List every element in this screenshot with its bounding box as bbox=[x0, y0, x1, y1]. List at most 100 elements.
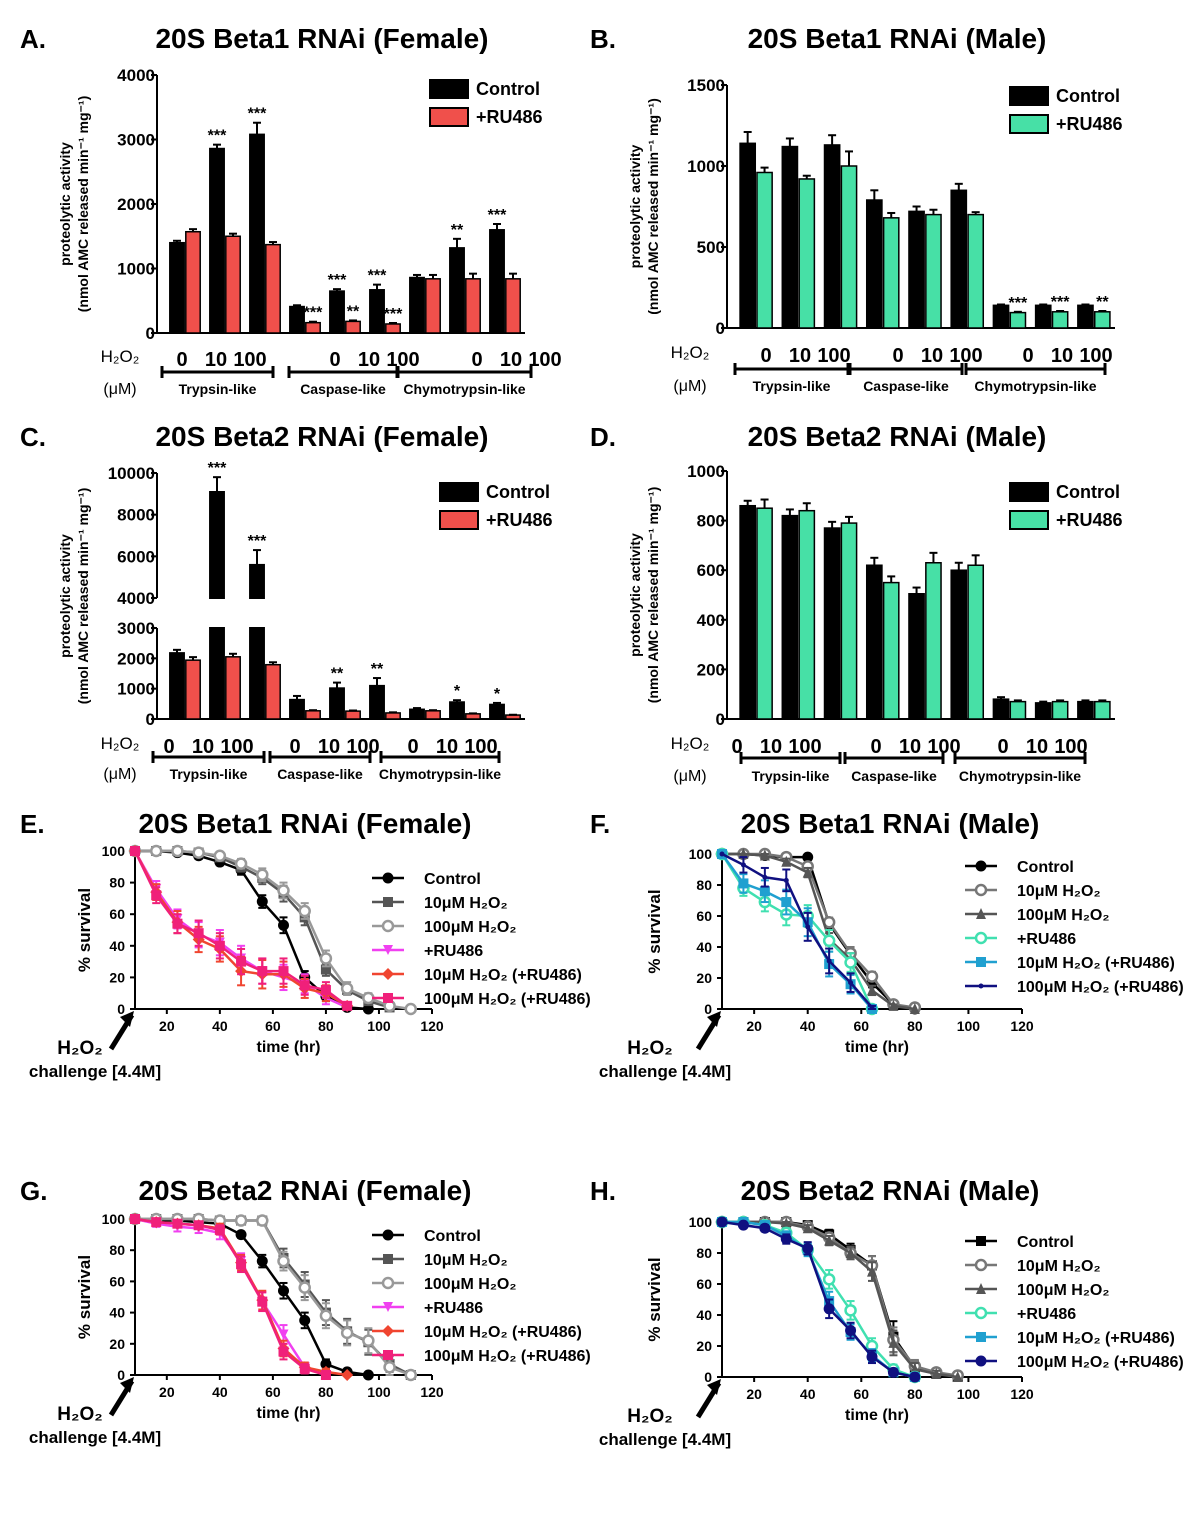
bar-control bbox=[369, 289, 385, 334]
dose-label: 100 bbox=[464, 736, 497, 758]
data-point bbox=[802, 1242, 814, 1254]
y-axis-label: % survival bbox=[645, 889, 664, 973]
y-tick-label: 60 bbox=[109, 906, 125, 922]
x-tick-label: 40 bbox=[212, 1384, 228, 1400]
y-tick-label: 0 bbox=[117, 1367, 125, 1383]
data-point bbox=[759, 849, 770, 861]
bar-control bbox=[369, 684, 385, 720]
data-point bbox=[740, 862, 746, 868]
y-axis-label: proteolytic activity bbox=[57, 534, 73, 658]
y-tick-label: 0 bbox=[716, 710, 725, 729]
bar-ru486 bbox=[1093, 311, 1111, 329]
chart-title: 20S Beta1 RNAi (Male) bbox=[748, 23, 1047, 54]
data-point bbox=[171, 844, 184, 858]
data-point bbox=[759, 1222, 771, 1234]
dose-label: 100 bbox=[528, 349, 561, 371]
bar-control bbox=[249, 133, 265, 334]
dose-label: 10 bbox=[205, 349, 227, 371]
dose-label: 10 bbox=[1026, 736, 1048, 758]
y-tick-label: 20 bbox=[109, 1336, 125, 1352]
series-0 bbox=[129, 1213, 374, 1381]
data-point bbox=[844, 956, 857, 969]
y-axis-label-units: (nmol AMC released min⁻¹ mg⁻¹) bbox=[645, 98, 661, 315]
data-point bbox=[214, 1224, 225, 1235]
legend-label: +RU486 bbox=[486, 510, 553, 530]
bar-control bbox=[865, 199, 883, 329]
dose-label: 0 bbox=[760, 345, 771, 367]
data-point bbox=[780, 1233, 792, 1245]
data-point bbox=[823, 1303, 835, 1315]
challenge-label-2: challenge [4.4M] bbox=[29, 1062, 161, 1081]
data-point bbox=[738, 878, 749, 889]
y-tick-label: 3000 bbox=[117, 619, 155, 638]
y-tick-label: 400 bbox=[697, 611, 725, 630]
data-point bbox=[909, 1003, 920, 1014]
dose-label: 100 bbox=[386, 349, 419, 371]
y-tick-label: 0 bbox=[146, 710, 155, 729]
bar-ru486 bbox=[385, 323, 401, 334]
bar-control bbox=[1077, 304, 1094, 329]
bar-ru486 bbox=[1009, 311, 1027, 329]
data-point bbox=[737, 1219, 749, 1231]
y-tick-label: 1000 bbox=[117, 260, 155, 279]
panel-letter: E. bbox=[20, 809, 45, 839]
legend-swatch bbox=[439, 482, 479, 502]
data-point bbox=[759, 886, 770, 897]
data-point bbox=[783, 877, 789, 883]
x-tick-label: 60 bbox=[853, 1386, 869, 1402]
data-point bbox=[193, 928, 204, 939]
data-point bbox=[845, 1325, 857, 1336]
y-tick-label: 80 bbox=[696, 1245, 712, 1261]
data-point bbox=[802, 1222, 813, 1234]
data-point bbox=[888, 1336, 899, 1348]
data-point bbox=[383, 1360, 396, 1374]
bar-ru486 bbox=[265, 243, 281, 334]
bar-control bbox=[1077, 700, 1094, 720]
bar-ru486 bbox=[925, 562, 942, 720]
survival-panel-f: F. 20S Beta1 RNAi (Male) 0 20 40 60 80 100 20 40 6… bbox=[590, 808, 1184, 1081]
data-point bbox=[974, 883, 988, 897]
x-tick-label: 20 bbox=[159, 1384, 175, 1400]
legend-label: 100μM H₂O₂ (+RU486) bbox=[1017, 1354, 1184, 1371]
challenge-label: H₂O₂ bbox=[57, 1038, 102, 1059]
data-point bbox=[299, 1314, 311, 1326]
legend-label: +RU486 bbox=[476, 107, 543, 127]
legend-swatch bbox=[1009, 510, 1049, 530]
significance-marker: *** bbox=[384, 306, 403, 323]
y-tick-label: 4000 bbox=[117, 66, 155, 85]
legend-label: 100μM H₂O₂ bbox=[1017, 907, 1109, 924]
y-tick-label: 40 bbox=[696, 1307, 712, 1323]
bar-control bbox=[739, 142, 757, 329]
legend-label: 10μM H₂O₂ (+RU486) bbox=[1017, 955, 1175, 972]
y-tick-label: 80 bbox=[109, 1242, 125, 1258]
significance-marker: ** bbox=[371, 661, 384, 678]
dose-label: 0 bbox=[329, 349, 340, 371]
dose-label: 100 bbox=[927, 736, 960, 758]
data-point bbox=[805, 924, 811, 930]
legend-label: 100μM H₂O₂ (+RU486) bbox=[424, 1348, 591, 1365]
challenge-arrowhead bbox=[120, 1011, 134, 1027]
y-axis-label: % survival bbox=[645, 1257, 664, 1341]
significance-marker: *** bbox=[304, 305, 323, 322]
y-tick-label: 1000 bbox=[117, 680, 155, 699]
series-5 bbox=[130, 1214, 331, 1380]
data-point bbox=[298, 904, 311, 918]
significance-marker: *** bbox=[248, 533, 267, 550]
data-point bbox=[383, 897, 393, 907]
data-point bbox=[802, 866, 813, 878]
y-tick-label: 8000 bbox=[117, 506, 155, 525]
data-point bbox=[383, 1254, 393, 1264]
significance-marker: *** bbox=[1009, 295, 1028, 312]
data-point bbox=[867, 984, 877, 996]
legend-label: Control bbox=[1017, 859, 1074, 876]
y-tick-label: 2000 bbox=[117, 649, 155, 668]
y-tick-label: 20 bbox=[109, 969, 125, 985]
y-axis-label: proteolytic activity bbox=[57, 142, 73, 266]
data-point bbox=[362, 1369, 374, 1381]
significance-marker: * bbox=[454, 683, 461, 700]
dose-label: 0 bbox=[289, 736, 300, 758]
y-tick-label: 40 bbox=[109, 938, 125, 954]
y-tick-label: 0 bbox=[117, 1001, 125, 1017]
bar-control bbox=[781, 514, 799, 720]
data-point bbox=[824, 1234, 835, 1246]
